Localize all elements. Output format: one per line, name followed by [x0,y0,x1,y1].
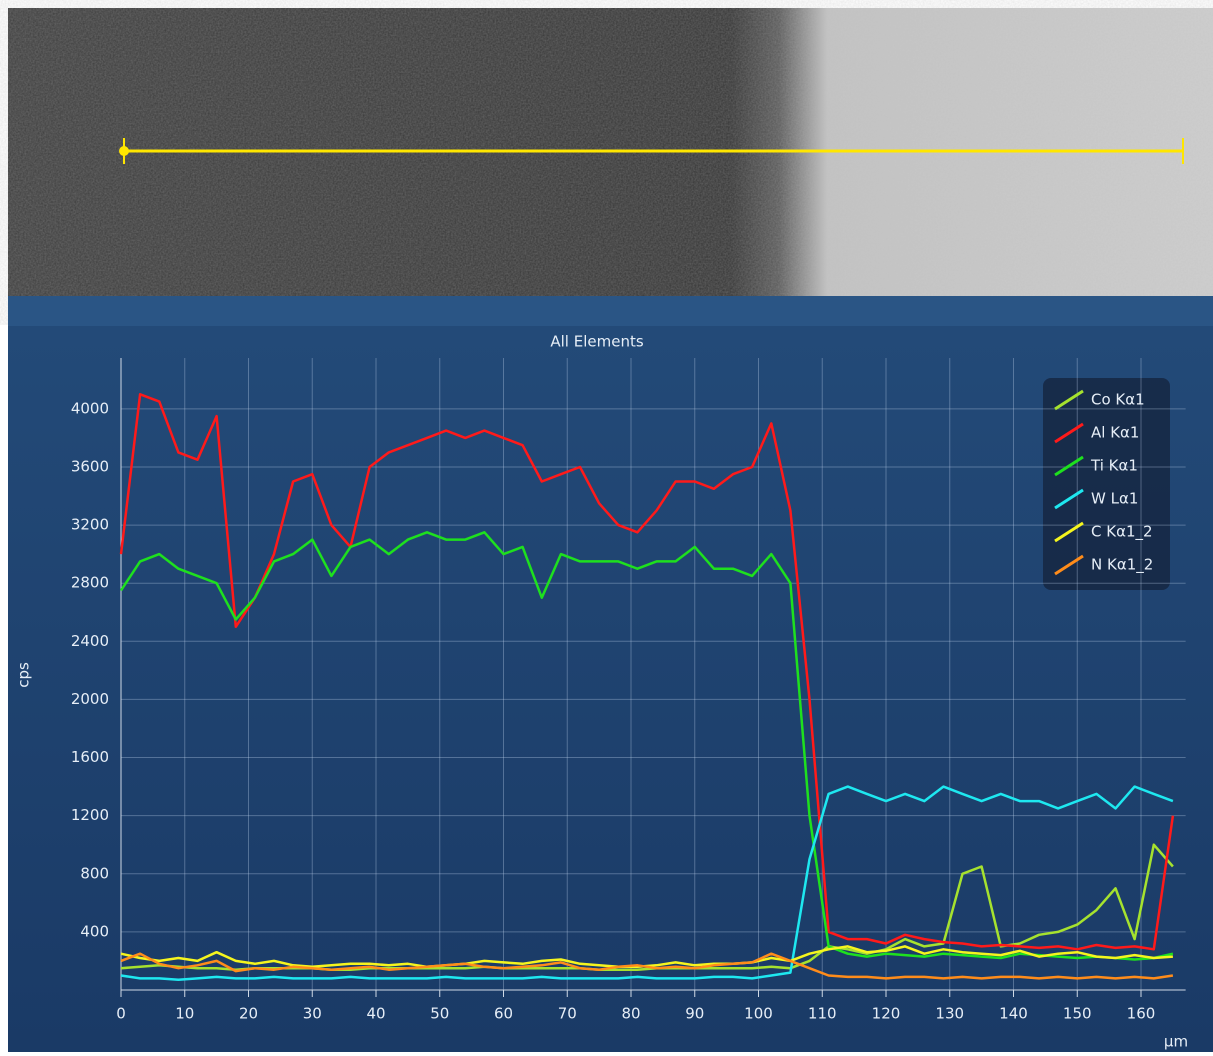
x-tick-label: 160 [1127,1005,1156,1023]
page: All Elements cps µm 40080012001600200024… [0,0,1213,1056]
legend-label: N Kα1_2 [1091,556,1153,575]
legend-label: Al Kα1 [1091,424,1139,442]
y-tick-label: 1600 [71,748,109,766]
chart-title: All Elements [550,333,643,351]
x-tick-label: 50 [430,1005,449,1023]
x-tick-label: 140 [999,1005,1028,1023]
x-tick-label: 40 [366,1005,385,1023]
y-tick-label: 1200 [71,806,109,824]
x-tick-label: 10 [175,1005,194,1023]
x-tick-label: 120 [872,1005,901,1023]
x-tick-label: 0 [116,1005,126,1023]
y-tick-label: 3600 [71,457,109,475]
chart-panel [8,326,1213,1052]
toolbar [8,296,1213,326]
legend-label: C Kα1_2 [1091,523,1153,542]
x-tick-label: 60 [494,1005,513,1023]
x-tick-label: 30 [303,1005,322,1023]
y-tick-label: 2000 [71,690,109,708]
y-tick-label: 4000 [71,399,109,417]
y-tick-label: 800 [80,864,109,882]
y-axis-label: cps [15,662,33,688]
x-axis-label: µm [1164,1033,1188,1051]
legend-label: W Lα1 [1091,490,1138,508]
y-tick-label: 2800 [71,574,109,592]
x-tick-label: 130 [935,1005,964,1023]
x-tick-label: 80 [621,1005,640,1023]
y-tick-label: 2400 [71,632,109,650]
legend-label: Co Kα1 [1091,391,1145,409]
screen: All Elements cps µm 40080012001600200024… [0,0,1213,1052]
y-tick-label: 3200 [71,516,109,534]
legend-label: Ti Kα1 [1090,457,1138,475]
x-tick-label: 110 [808,1005,837,1023]
x-tick-label: 150 [1063,1005,1092,1023]
x-tick-label: 90 [685,1005,704,1023]
y-tick-label: 400 [80,922,109,940]
x-tick-label: 70 [558,1005,577,1023]
x-tick-label: 100 [744,1005,773,1023]
x-tick-label: 20 [239,1005,258,1023]
